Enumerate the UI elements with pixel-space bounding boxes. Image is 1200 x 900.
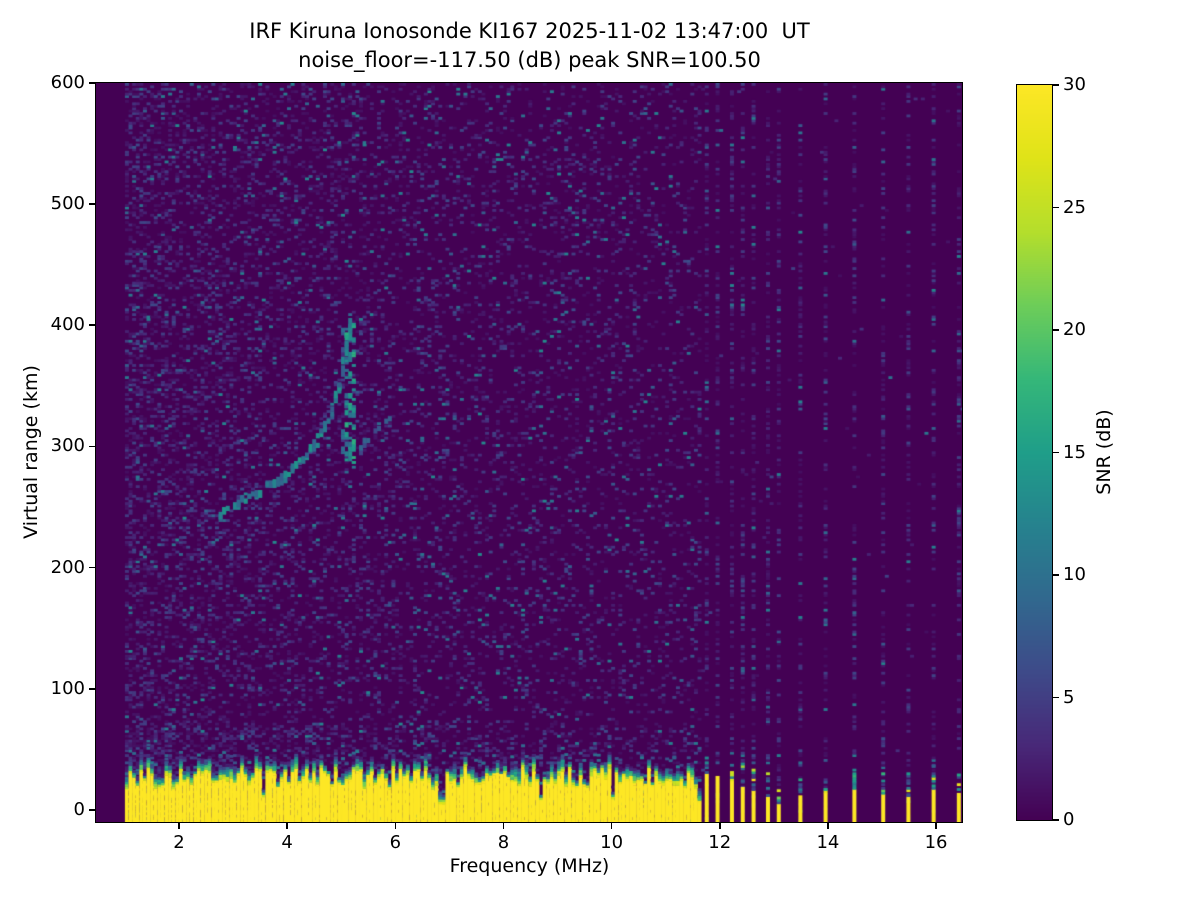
y-tick-mark <box>89 445 95 448</box>
y-tick-mark <box>89 203 95 205</box>
y-tick-label: 500 <box>50 193 85 215</box>
y-tick-label: 0 <box>73 798 85 820</box>
y-tick-mark <box>89 687 95 690</box>
plot-axes-spine <box>95 82 963 823</box>
colorbar-tick-label: 25 <box>1063 196 1086 218</box>
x-tick-mark <box>827 823 829 829</box>
colorbar-label: SNR (dB) <box>1093 409 1115 495</box>
x-tick-label: 8 <box>497 832 510 853</box>
colorbar-tick-label: 15 <box>1063 441 1086 463</box>
x-tick-mark <box>718 823 721 829</box>
x-tick-label: 4 <box>281 832 293 853</box>
x-tick-label: 6 <box>389 832 402 853</box>
chart-title: IRF Kiruna Ionosonde KI167 2025-11-02 13… <box>249 19 810 43</box>
colorbar-tick-label: 30 <box>1063 74 1086 95</box>
y-tick-label: 300 <box>50 435 85 457</box>
x-tick-mark <box>178 823 180 829</box>
x-tick-mark <box>502 823 505 829</box>
x-tick-label: 14 <box>816 832 840 853</box>
y-tick-mark <box>89 566 95 569</box>
chart-subtitle: noise_floor=-117.50 (dB) peak SNR=100.50 <box>298 48 761 72</box>
y-tick-mark <box>89 809 95 811</box>
colorbar-tick-mark <box>1053 696 1059 699</box>
x-axis-label: Frequency (MHz) <box>449 855 610 877</box>
x-tick-label: 16 <box>924 832 948 853</box>
y-axis-label: Virtual range (km) <box>20 365 42 539</box>
colorbar-tick-label: 0 <box>1063 809 1075 830</box>
colorbar-tick-label: 20 <box>1063 319 1086 340</box>
colorbar <box>1017 85 1052 820</box>
colorbar-spine <box>1016 84 1053 821</box>
colorbar-tick-mark <box>1053 819 1059 821</box>
x-tick-mark <box>935 823 937 829</box>
y-tick-label: 200 <box>50 556 85 578</box>
x-tick-label: 2 <box>173 832 185 853</box>
y-tick-mark <box>89 82 95 84</box>
colorbar-tick-mark <box>1053 574 1059 576</box>
y-tick-mark <box>89 324 95 327</box>
x-tick-mark <box>286 823 288 829</box>
colorbar-tick-mark <box>1053 84 1059 86</box>
colorbar-tick-mark <box>1053 329 1059 331</box>
y-tick-label: 100 <box>50 677 85 699</box>
x-tick-label: 10 <box>600 832 624 853</box>
colorbar-tick-mark <box>1053 451 1059 454</box>
x-tick-mark <box>610 823 613 829</box>
y-tick-label: 600 <box>50 72 85 93</box>
x-tick-label: 12 <box>708 832 732 853</box>
colorbar-tick-label: 10 <box>1063 564 1086 585</box>
x-tick-mark <box>394 823 397 829</box>
colorbar-tick-label: 5 <box>1063 686 1075 708</box>
colorbar-tick-mark <box>1053 206 1059 209</box>
y-tick-label: 400 <box>50 314 85 336</box>
ionogram-heatmap <box>96 83 962 822</box>
